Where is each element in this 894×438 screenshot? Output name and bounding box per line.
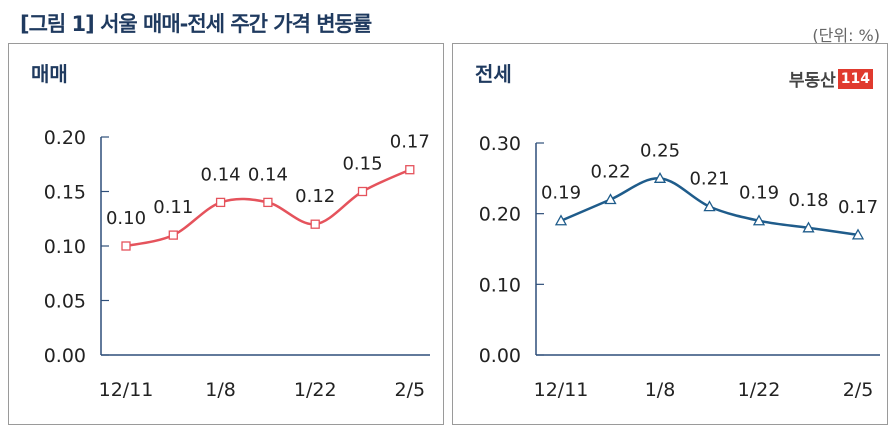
data-point	[604, 193, 617, 205]
data-label: 0.14	[248, 164, 288, 185]
y-tick-label: 0.00	[44, 345, 86, 367]
data-point	[703, 200, 716, 212]
data-point	[168, 230, 178, 240]
x-tick-label: 12/11	[99, 379, 154, 401]
data-point	[405, 165, 415, 175]
data-label: 0.12	[295, 186, 335, 207]
data-point	[121, 241, 131, 251]
data-label: 0.19	[541, 183, 581, 204]
x-tick-label: 1/8	[645, 379, 676, 401]
data-label: 0.10	[106, 208, 146, 229]
data-point	[554, 214, 568, 226]
data-point	[752, 214, 766, 226]
y-tick-label: 0.20	[479, 204, 521, 226]
x-tick-label: 1/22	[738, 379, 781, 401]
data-label: 0.25	[640, 140, 680, 161]
data-point	[802, 221, 815, 233]
sale-chart-title: 매매	[31, 62, 68, 86]
x-tick-label: 1/22	[294, 379, 337, 401]
y-tick-label: 0.30	[479, 133, 521, 155]
data-point	[310, 219, 320, 229]
jeonse-chart-title: 전세	[475, 62, 512, 86]
data-point	[215, 197, 226, 208]
y-tick-label: 0.20	[44, 127, 86, 149]
x-tick-label: 2/5	[395, 379, 426, 401]
data-point	[851, 228, 865, 240]
data-label: 0.14	[201, 164, 241, 185]
data-point	[653, 171, 667, 183]
jeonse-chart-panel: 전세 부동산 114	[452, 43, 888, 425]
logo: 부동산 114	[789, 66, 873, 91]
data-label: 0.18	[788, 190, 828, 211]
y-tick-label: 0.10	[479, 274, 521, 296]
x-tick-label: 2/5	[843, 379, 874, 401]
unit-label: (단위: %)	[812, 26, 880, 45]
data-label: 0.17	[838, 197, 878, 218]
data-label: 0.19	[739, 183, 779, 204]
figure-title: [그림 1] 서울 매매-전세 주간 가격 변동률	[20, 12, 372, 36]
sale-chart-panel: 매매	[8, 43, 444, 425]
data-point	[357, 186, 368, 197]
data-label: 0.11	[153, 197, 193, 218]
x-tick-label: 1/8	[205, 379, 236, 401]
y-tick-label: 0.15	[44, 182, 86, 204]
data-label: 0.15	[342, 154, 382, 175]
y-tick-label: 0.05	[44, 291, 86, 313]
data-label: 0.17	[390, 132, 430, 153]
y-tick-label: 0.00	[479, 345, 521, 367]
y-tick-label: 0.10	[44, 236, 86, 258]
data-label: 0.22	[590, 162, 630, 183]
x-tick-label: 12/11	[534, 379, 589, 401]
data-label: 0.21	[689, 169, 729, 190]
data-point	[263, 197, 273, 208]
